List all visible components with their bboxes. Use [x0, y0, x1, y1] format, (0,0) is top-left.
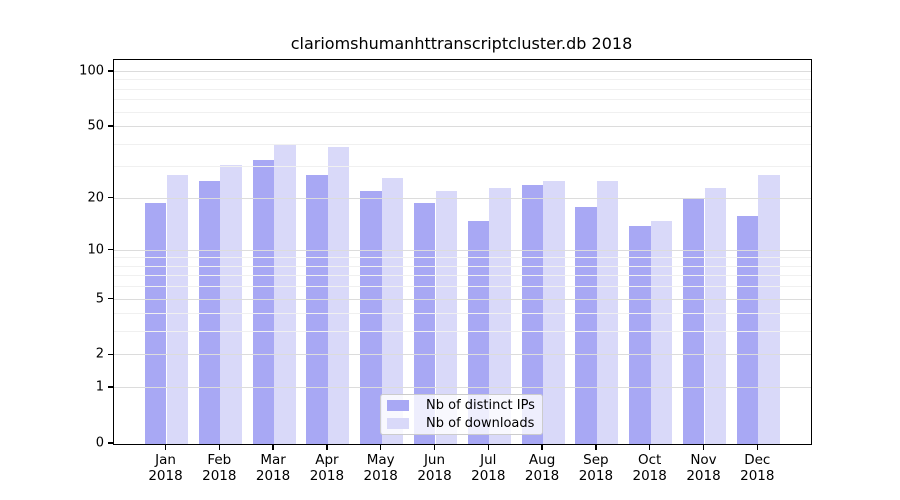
minor-gridline — [114, 143, 811, 145]
bar-downloads-jul — [489, 187, 511, 444]
y-tick-label: 0 — [95, 435, 104, 451]
bar-downloads-may — [381, 178, 404, 444]
bar-downloads-aug — [543, 181, 565, 444]
legend-swatch-downloads — [387, 417, 409, 429]
y-tick-label: 10 — [87, 242, 104, 258]
legend: Nb of distinct IPs Nb of downloads — [380, 394, 543, 435]
bar-downloads-mar — [274, 144, 296, 444]
legend-item-distinct-ips: Nb of distinct IPs — [387, 398, 542, 413]
x-tick-mark — [164, 444, 167, 450]
y-tick-mark — [108, 442, 113, 444]
major-gridline — [114, 126, 811, 128]
x-tick-label: Mar 2018 — [255, 452, 291, 484]
chart-title: clariomshumanhttranscriptcluster.db 2018 — [290, 34, 633, 53]
minor-gridline — [114, 166, 811, 168]
legend-swatch-distinct-ips — [387, 400, 409, 412]
major-gridline — [114, 387, 811, 389]
x-tick-mark — [218, 444, 220, 450]
x-tick-label: Apr 2018 — [309, 452, 345, 484]
minor-gridline — [114, 313, 811, 315]
legend-label-distinct-ips: Nb of distinct IPs — [426, 398, 535, 414]
bar-distinct-ips-may — [360, 191, 382, 444]
y-tick-mark — [108, 125, 113, 127]
x-tick-mark — [756, 444, 758, 450]
bar-distinct-ips-apr — [306, 175, 328, 444]
x-tick-label: Dec 2018 — [740, 452, 775, 484]
plot-area: Nb of distinct IPs Nb of downloads — [113, 59, 812, 445]
minor-gridline — [114, 275, 811, 277]
minor-gridline — [114, 111, 811, 113]
y-tick-label: 100 — [79, 63, 104, 79]
minor-gridline — [114, 265, 811, 267]
x-tick-mark — [487, 444, 489, 450]
legend-item-downloads: Nb of downloads — [387, 416, 542, 431]
x-tick-label: Jan 2018 — [148, 452, 183, 484]
x-tick-label: Sep 2018 — [578, 452, 614, 484]
bar-distinct-ips-feb — [198, 181, 221, 444]
bar-downloads-jan — [166, 175, 189, 444]
y-tick-label: 1 — [95, 379, 104, 395]
x-tick-label: Jun 2018 — [417, 452, 452, 484]
x-tick-label: Jul 2018 — [471, 452, 506, 484]
major-gridline — [114, 298, 811, 300]
y-tick-mark — [108, 353, 113, 356]
minor-gridline — [114, 257, 811, 259]
bar-downloads-apr — [327, 146, 350, 444]
y-tick-label: 2 — [95, 346, 104, 362]
minor-gridline — [114, 99, 811, 101]
x-tick-label: May 2018 — [363, 452, 398, 484]
x-tick-mark — [326, 444, 328, 450]
minor-gridline — [114, 286, 811, 288]
bar-downloads-feb — [220, 164, 242, 444]
x-tick-label: Feb 2018 — [202, 452, 237, 484]
y-tick-mark — [108, 196, 113, 199]
major-gridline — [114, 249, 811, 251]
x-tick-label: Nov 2018 — [686, 452, 721, 484]
x-tick-mark — [380, 444, 382, 450]
y-tick-label: 5 — [95, 291, 104, 307]
x-tick-label: Aug 2018 — [524, 452, 560, 484]
x-tick-mark — [702, 444, 705, 450]
bar-downloads-dec — [758, 175, 780, 444]
bar-downloads-jun — [435, 191, 458, 444]
y-tick-mark — [108, 249, 113, 251]
bar-distinct-ips-jun — [413, 202, 436, 444]
y-tick-mark — [108, 297, 113, 300]
y-tick-label: 20 — [87, 190, 104, 206]
minor-gridline — [114, 79, 811, 81]
bar-distinct-ips-dec — [736, 215, 759, 444]
bar-distinct-ips-oct — [629, 225, 651, 444]
major-gridline — [114, 197, 811, 199]
y-tick-label: 50 — [87, 118, 104, 134]
bar-distinct-ips-sep — [575, 206, 597, 444]
major-gridline — [114, 354, 811, 356]
x-tick-mark — [595, 444, 597, 450]
bar-distinct-ips-nov — [682, 198, 705, 444]
x-tick-label: Oct 2018 — [632, 452, 667, 484]
x-tick-mark — [272, 444, 274, 450]
legend-label-downloads: Nb of downloads — [426, 415, 535, 431]
bar-downloads-nov — [704, 187, 727, 444]
bar-distinct-ips-mar — [252, 159, 275, 444]
major-gridline — [114, 71, 811, 72]
y-tick-mark — [108, 386, 113, 388]
x-tick-mark — [541, 444, 543, 450]
minor-gridline — [114, 88, 811, 90]
bar-downloads-sep — [596, 181, 619, 444]
y-tick-mark — [108, 70, 113, 72]
x-tick-mark — [649, 444, 651, 450]
bar-distinct-ips-jan — [144, 202, 167, 444]
bar-downloads-oct — [650, 220, 673, 444]
x-tick-mark — [433, 444, 436, 450]
minor-gridline — [114, 331, 811, 333]
